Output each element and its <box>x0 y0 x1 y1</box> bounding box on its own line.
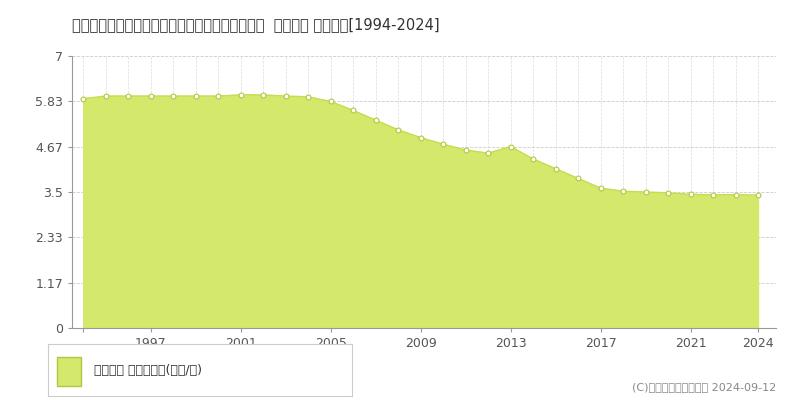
Text: 青森県上北郡六戸町大字犬落瀬字千刈田２番５１  地価公示 地価推移[1994-2024]: 青森県上北郡六戸町大字犬落瀬字千刈田２番５１ 地価公示 地価推移[1994-20… <box>72 17 440 32</box>
Text: 地価公示 平均坪単価(万円/坪): 地価公示 平均坪単価(万円/坪) <box>94 364 202 376</box>
Text: (C)土地価格ドットコム 2024-09-12: (C)土地価格ドットコム 2024-09-12 <box>632 382 776 392</box>
FancyBboxPatch shape <box>57 357 82 386</box>
